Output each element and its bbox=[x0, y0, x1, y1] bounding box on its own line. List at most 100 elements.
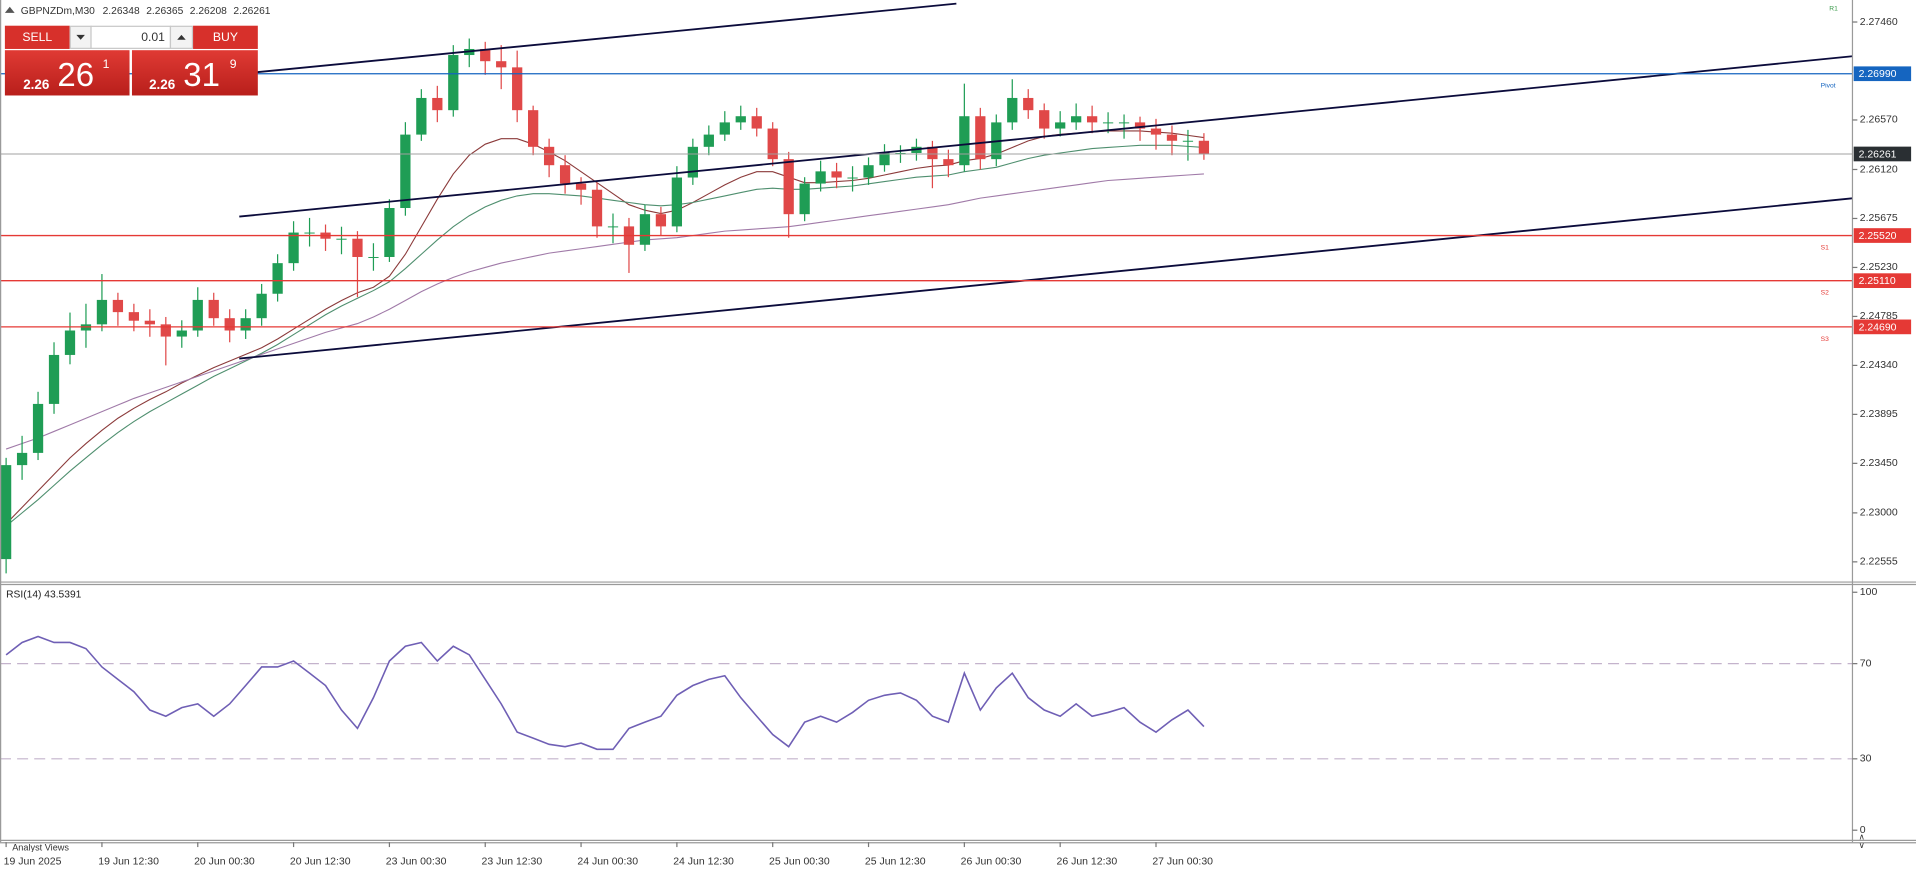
y-tick-label: 2.23450 bbox=[1860, 457, 1898, 469]
candle-body bbox=[16, 452, 28, 466]
x-tick-label: 25 Jun 12:30 bbox=[865, 856, 926, 868]
level-price-box bbox=[1853, 319, 1912, 335]
buy-price-fraction[interactable]: 9 bbox=[230, 57, 237, 71]
buy-button[interactable] bbox=[193, 25, 258, 49]
y-tick-label: 2.27460 bbox=[1860, 16, 1898, 28]
candle-body bbox=[559, 165, 571, 184]
y-tick-label: 100 bbox=[1860, 586, 1878, 598]
level-price-label: 2.26990 bbox=[1859, 68, 1897, 80]
y-tick-label: 2.25230 bbox=[1860, 261, 1898, 273]
buy-price-base[interactable]: 2.26 bbox=[149, 77, 175, 92]
level-tag: S3 bbox=[1821, 336, 1829, 343]
y-tick-label: 2.23895 bbox=[1860, 408, 1898, 420]
candle-body bbox=[895, 152, 906, 154]
y-tick-label: 30 bbox=[1860, 753, 1872, 765]
candle-body bbox=[192, 299, 203, 331]
candle-body bbox=[400, 134, 411, 209]
candle-body bbox=[528, 110, 539, 147]
sell-button[interactable] bbox=[4, 25, 70, 49]
level-tag: S2 bbox=[1821, 290, 1829, 297]
level-price-box bbox=[1853, 228, 1912, 243]
x-tick-label: 19 Jun 12:30 bbox=[98, 856, 159, 868]
candle-body bbox=[416, 97, 427, 135]
candle-body bbox=[1007, 97, 1018, 123]
down-arrow bbox=[76, 34, 85, 40]
trendline bbox=[239, 197, 1853, 360]
candle-body bbox=[96, 299, 108, 325]
sell-label[interactable]: SELL bbox=[22, 30, 52, 44]
x-tick-label: 24 Jun 00:30 bbox=[577, 856, 638, 868]
candle-body bbox=[751, 116, 762, 129]
analyst-views-tab[interactable]: Analyst Views bbox=[12, 843, 69, 853]
candle-body bbox=[703, 134, 714, 147]
level-tag: Pivot bbox=[1821, 83, 1836, 90]
y-tick-label: 2.22555 bbox=[1860, 556, 1898, 568]
candle-body bbox=[735, 116, 746, 123]
candle-body bbox=[480, 48, 491, 62]
volume-value[interactable]: 0.01 bbox=[141, 30, 165, 44]
level-price-label: 2.24690 bbox=[1859, 321, 1897, 333]
candle-body bbox=[975, 116, 986, 160]
candle-body bbox=[815, 171, 826, 184]
quote-close: 2.26261 bbox=[233, 6, 270, 17]
candle-body bbox=[959, 116, 970, 166]
trendline bbox=[239, 55, 1853, 218]
price-pane bbox=[0, 2, 1853, 574]
sell-price-base[interactable]: 2.26 bbox=[23, 77, 49, 92]
candle-body bbox=[671, 177, 683, 227]
symbol: GBPNZDm,M30 bbox=[21, 6, 95, 17]
up-arrow bbox=[177, 34, 186, 40]
candle-body bbox=[176, 330, 187, 337]
candle-body bbox=[1198, 140, 1210, 154]
candle-body bbox=[1102, 122, 1114, 124]
candle-body bbox=[639, 214, 651, 245]
candle-body bbox=[1118, 122, 1130, 124]
time-axis-strip bbox=[0, 851, 1853, 874]
candle-body bbox=[384, 208, 395, 257]
candle-body bbox=[352, 238, 363, 257]
candle-body bbox=[783, 159, 794, 215]
collapse-icon[interactable] bbox=[4, 6, 15, 13]
candle-body bbox=[496, 61, 507, 68]
symbol-header: GBPNZDm,M30 2.26348 2.26365 2.26208 2.26… bbox=[21, 6, 271, 17]
level-tag: R1 bbox=[1829, 5, 1838, 12]
candle-body bbox=[0, 465, 12, 560]
quote-open: 2.26348 bbox=[103, 6, 140, 17]
candle-body bbox=[112, 299, 124, 313]
sell-price-box[interactable] bbox=[4, 50, 130, 96]
candle-body bbox=[863, 165, 874, 178]
scroll-arrow[interactable]: ∨ bbox=[1859, 840, 1865, 850]
candle-body bbox=[1086, 116, 1098, 123]
trendline bbox=[256, 2, 957, 74]
buy-label[interactable]: BUY bbox=[213, 30, 238, 44]
sell-price-pips[interactable]: 26 bbox=[57, 56, 94, 93]
candle-body bbox=[1150, 128, 1162, 135]
candle-body bbox=[448, 55, 459, 111]
candle-body bbox=[927, 146, 938, 160]
candle-body bbox=[32, 403, 44, 453]
y-tick-label: 2.26120 bbox=[1860, 163, 1898, 175]
scroll-arrow[interactable]: ∧ bbox=[1859, 832, 1865, 842]
x-tick-label: 20 Jun 00:30 bbox=[194, 856, 255, 868]
y-tick-label: 2.26570 bbox=[1860, 114, 1898, 126]
candle-body bbox=[304, 232, 315, 234]
candle-body bbox=[1023, 97, 1034, 111]
candle-body bbox=[799, 183, 810, 215]
buy-price-box[interactable] bbox=[131, 50, 258, 96]
level-price-box bbox=[1853, 273, 1912, 288]
buy-price-pips[interactable]: 31 bbox=[183, 56, 220, 93]
last-price-box bbox=[1853, 146, 1912, 162]
candle-body bbox=[288, 232, 299, 264]
y-tick-label: 2.24785 bbox=[1860, 310, 1898, 322]
y-tick-label: 0 bbox=[1860, 824, 1866, 836]
x-tick-label: 23 Jun 00:30 bbox=[386, 856, 447, 868]
y-tick-label: 2.23000 bbox=[1860, 507, 1898, 519]
candle-body bbox=[1055, 122, 1066, 129]
rsi-line bbox=[5, 635, 1205, 751]
sell-price-fraction[interactable]: 1 bbox=[103, 57, 110, 71]
candle-body bbox=[512, 67, 523, 111]
x-tick-label: 24 Jun 12:30 bbox=[673, 856, 734, 868]
